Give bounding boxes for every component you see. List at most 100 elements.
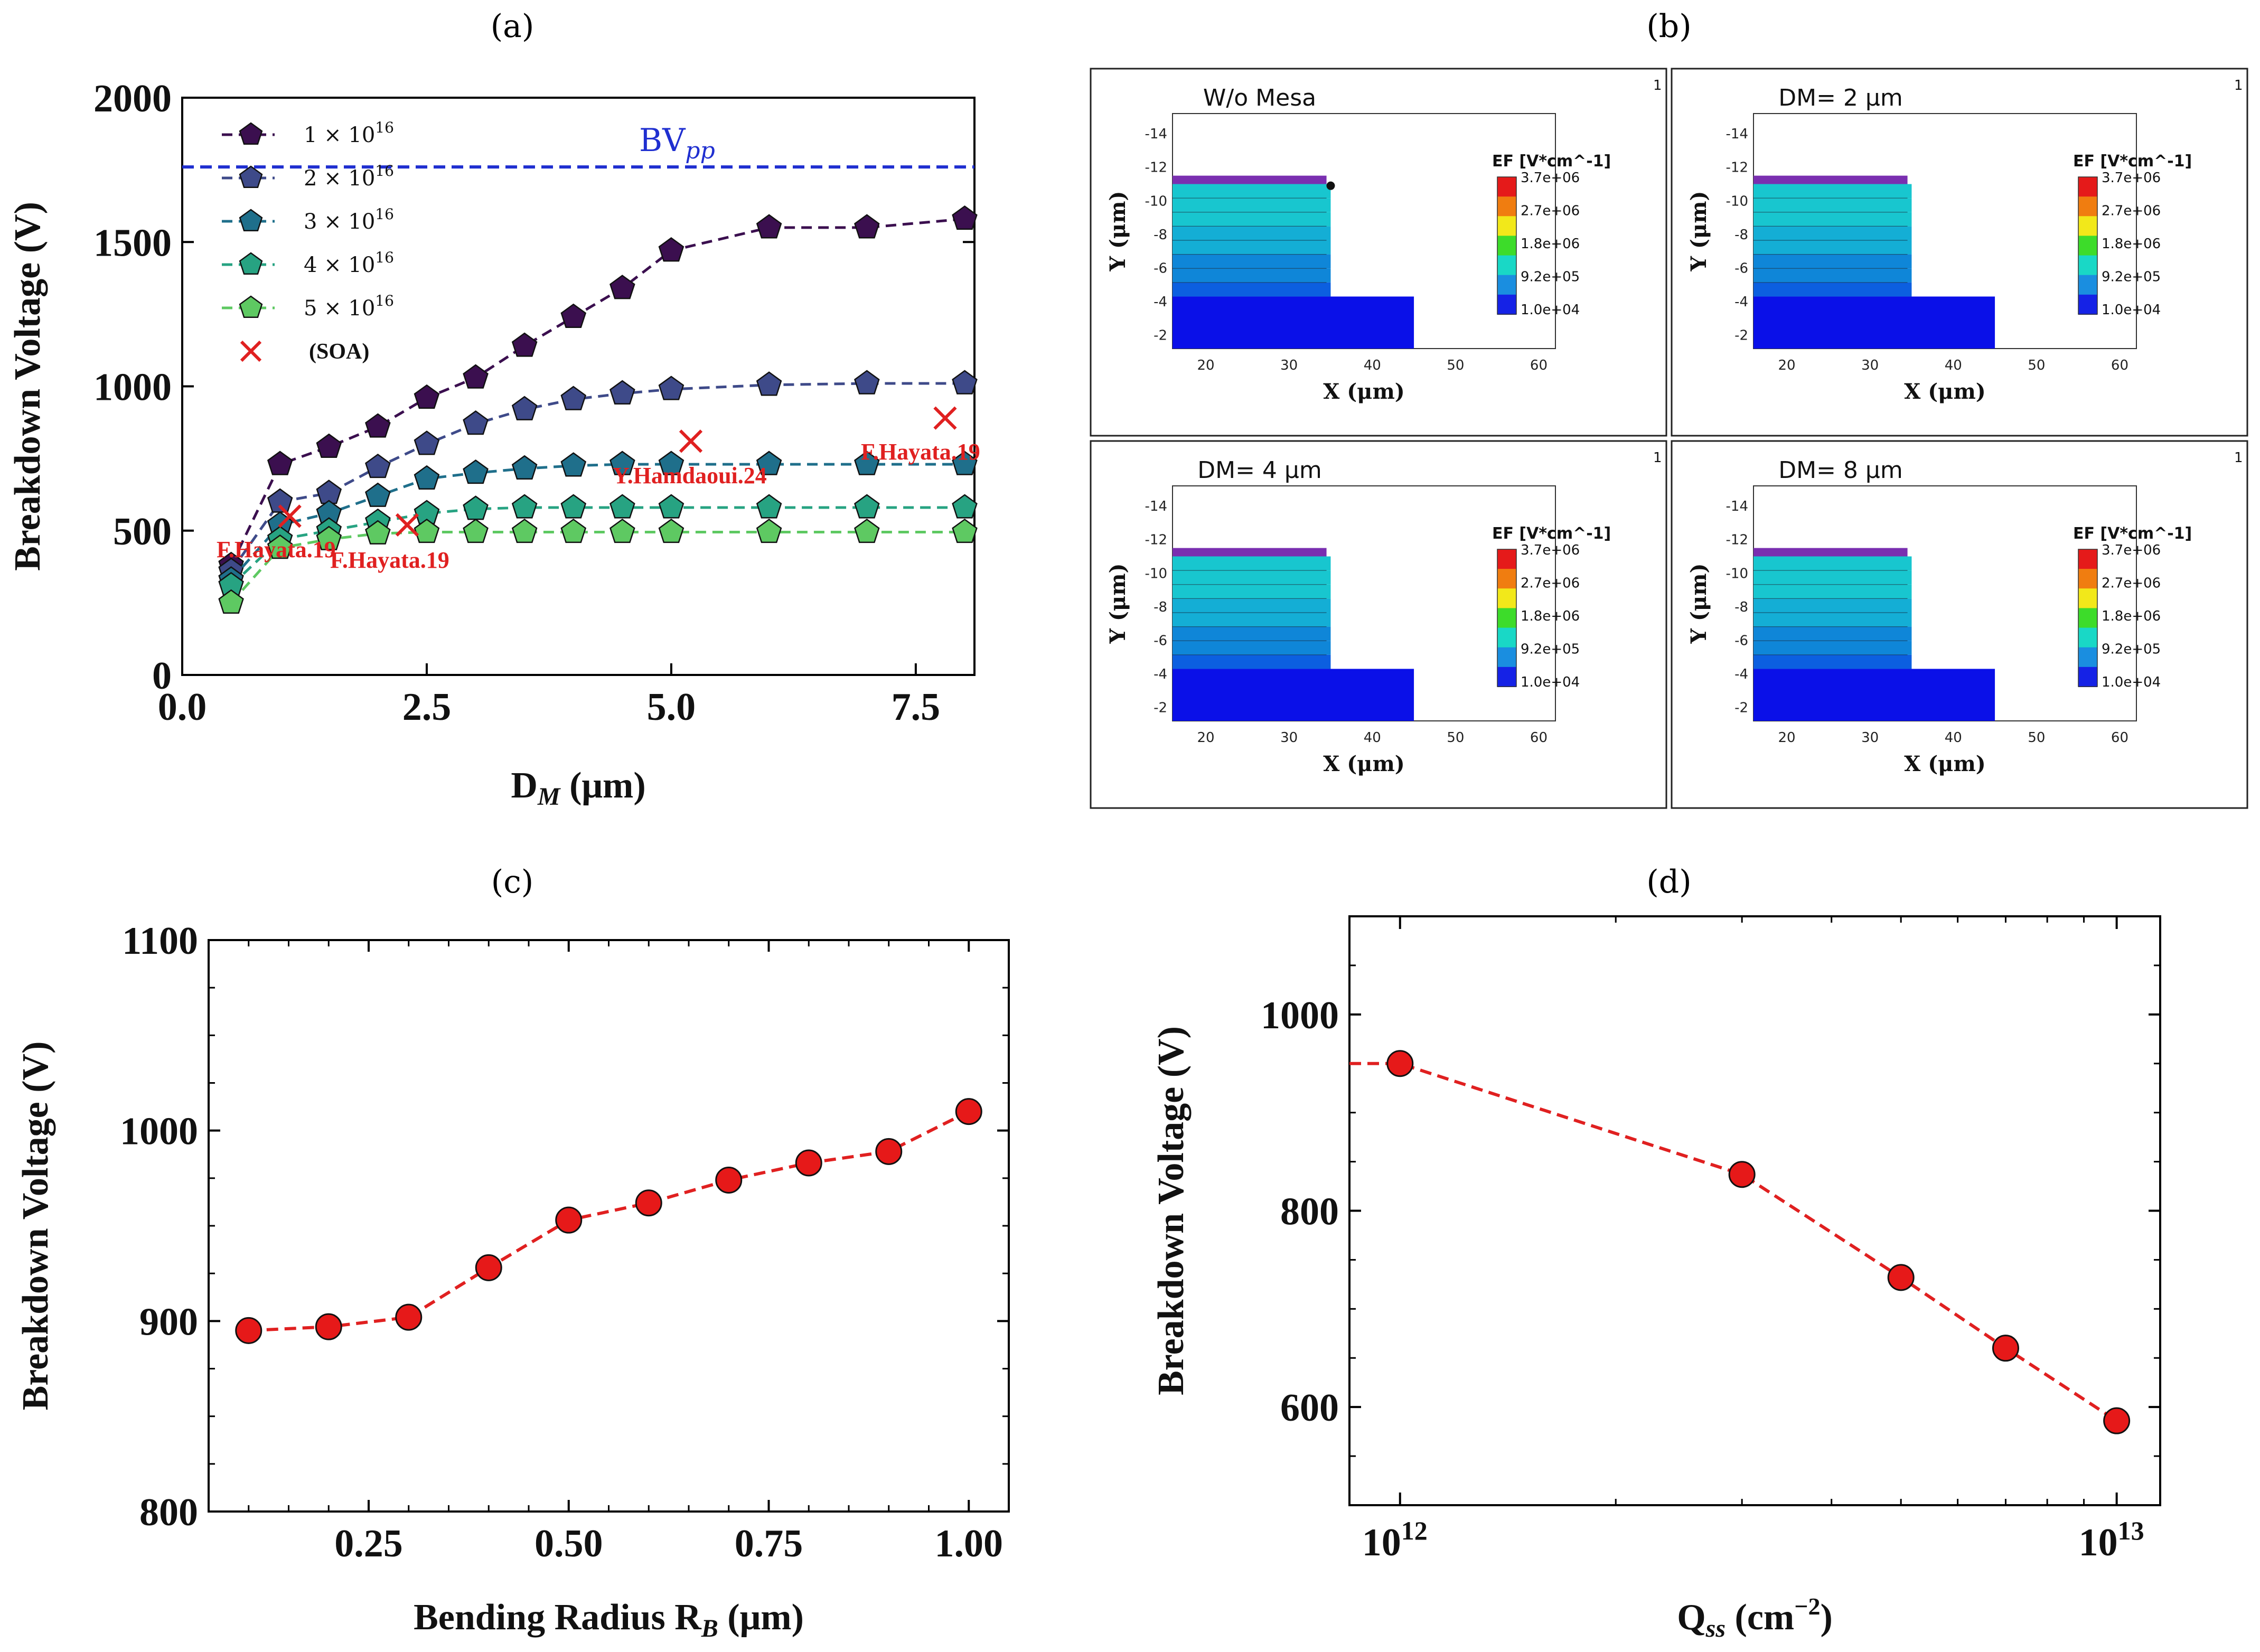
sim-x-tick: 60: [1530, 730, 1548, 746]
sim-y-tick: -2: [1154, 328, 1167, 344]
sim-x-tick: 50: [2028, 358, 2045, 373]
sim-y-tick: -12: [1726, 160, 1748, 176]
chart-a-plot-frame: [181, 97, 976, 676]
sim-colorbar-title: EF [V*cm^-1]: [2073, 524, 2192, 543]
sim-x-tick: 20: [1778, 730, 1795, 746]
series-2-point: [560, 386, 587, 410]
sim-x-tick: 50: [1447, 358, 1464, 373]
sim-x-tick: 20: [1778, 358, 1795, 373]
sim-colorbar-label: 1.8e+06: [2102, 608, 2161, 624]
data-point: [635, 1189, 662, 1217]
sim-colorbar-label: 3.7e+06: [2102, 170, 2161, 186]
sim-x-tick: 40: [1945, 358, 1962, 373]
series-3-point: [952, 450, 978, 475]
series-5-point: [658, 518, 684, 543]
sim-colorbar-swatch: [1497, 236, 1516, 256]
legend-entry-label: 2 × 10: [304, 166, 375, 191]
series-5-point: [511, 518, 538, 543]
sim-y-axis-title: Y (μm): [1105, 191, 1130, 272]
sim-y-tick: -2: [1734, 328, 1748, 344]
series-1-point: [511, 332, 538, 357]
sim-y-tick: -14: [1726, 499, 1748, 514]
sim-colorbar-swatch: [1497, 588, 1516, 609]
soa-annotation: F.Hayata.19: [330, 547, 449, 573]
sim-colorbar-swatch: [2078, 667, 2097, 687]
sim-colorbar-label: 3.7e+06: [1521, 170, 1580, 186]
series-2-point: [463, 410, 489, 435]
series-4-point: [854, 494, 880, 519]
sim-colorbar-swatch: [2078, 216, 2097, 237]
x-tick-base: 10: [2079, 1521, 2118, 1564]
y-tick-label: 2000: [93, 77, 172, 120]
y-axis-title: Breakdown Voltage (V): [15, 1041, 56, 1411]
sim-x-tick: 20: [1197, 358, 1214, 373]
y-tick-label: 1000: [120, 1110, 198, 1153]
sim-x-tick: 40: [1945, 730, 1962, 746]
sim-tile-title: DM= 4 μm: [1197, 457, 1322, 484]
chart-a: 0 500 1000 1500 2000 0.0 2.5 5.0 7.5 DM (μm) Break…: [7, 77, 980, 811]
series-3-point: [414, 465, 440, 490]
data-point: [555, 1206, 583, 1234]
sim-y-tick: -4: [1154, 667, 1167, 682]
sim-tile-3: DM= 4 μm 1 -14 -12 -10 -8 -6 -4 -2 20 30 40 50 60 X (μ…: [1090, 440, 1667, 809]
sim-x-axis-title: X (μm): [1904, 752, 1985, 776]
y-tick-label: 1000: [1261, 994, 1339, 1037]
chart-c: 800 900 1000 1100 0.25 0.50 0.75 1.00 Bending Ra…: [15, 919, 1010, 1642]
series-line-2: [230, 382, 965, 572]
sim-field-band: [1753, 254, 1912, 269]
sim-colorbar-label: 2.7e+06: [1521, 203, 1580, 219]
y-tick-label: 1000: [93, 366, 172, 409]
sim-colorbar-swatch: [2078, 294, 2097, 315]
sim-colorbar-swatch: [2078, 196, 2097, 217]
series-1-point: [756, 214, 782, 239]
sim-tile-title: W/o Mesa: [1203, 85, 1316, 111]
series-2-point: [854, 370, 880, 395]
x-tick-exponent: 12: [1401, 1516, 1428, 1545]
sim-colorbar-title: EF [V*cm^-1]: [1492, 524, 1611, 543]
y-tick-label: 600: [1280, 1386, 1339, 1430]
sim-colorbar-frame: [2078, 549, 2098, 687]
sim-colorbar-swatch: [1497, 294, 1516, 315]
sim-y-tick: -4: [1734, 294, 1748, 310]
legend-marker: [239, 252, 263, 275]
sim-corner-mark: 1: [1653, 450, 1662, 466]
y-tick-label: 0: [152, 654, 172, 698]
sim-colorbar-swatch: [1497, 667, 1516, 687]
sim-metal-contact: [1753, 175, 1908, 184]
soa-annotation: F.Hayata.19: [217, 537, 336, 562]
y-tick-label: 800: [139, 1491, 198, 1534]
series-line-4: [230, 506, 965, 587]
series-5-point: [609, 518, 635, 543]
sim-y-tick: -6: [1154, 633, 1167, 649]
x-tick-label: 1013: [2079, 1516, 2144, 1564]
sim-metal-contact: [1173, 175, 1327, 184]
series-5-point: [952, 518, 978, 543]
sim-colorbar-frame: [1497, 549, 1517, 687]
series-5-point: [756, 518, 782, 543]
series-2-point: [414, 430, 440, 455]
y-tick-label: 800: [1280, 1190, 1339, 1234]
sim-x-axis-title: X (μm): [1904, 379, 1985, 404]
legend-entry: 4 × 1016: [304, 249, 394, 277]
sim-colorbar-label: 1.0e+04: [1521, 674, 1580, 690]
sim-y-tick: -8: [1734, 227, 1748, 243]
x-axis-title: Qss (cm−2): [1677, 1593, 1833, 1642]
sim-field-band: [1753, 654, 1912, 669]
sim-colorbar-swatch: [2078, 588, 2097, 609]
sim-field-band: [1753, 240, 1912, 255]
sim-colorbar-swatch: [2078, 608, 2097, 628]
sim-metal-contact: [1173, 548, 1327, 557]
sim-tile-title: DM= 2 μm: [1778, 85, 1903, 111]
sim-colorbar-swatch: [2078, 549, 2097, 570]
series-5-point: [463, 518, 489, 543]
panel-label-c: (c): [491, 863, 533, 900]
sim-y-tick: -2: [1154, 700, 1167, 716]
legend-entry-label: 4 × 10: [304, 253, 375, 277]
sim-substrate: [1173, 669, 1414, 721]
series-2-point: [756, 371, 782, 396]
series-1-point: [609, 275, 635, 299]
sim-field-band: [1753, 212, 1912, 227]
sim-colorbar-swatch: [2078, 627, 2097, 648]
sim-field-band: [1173, 198, 1331, 212]
